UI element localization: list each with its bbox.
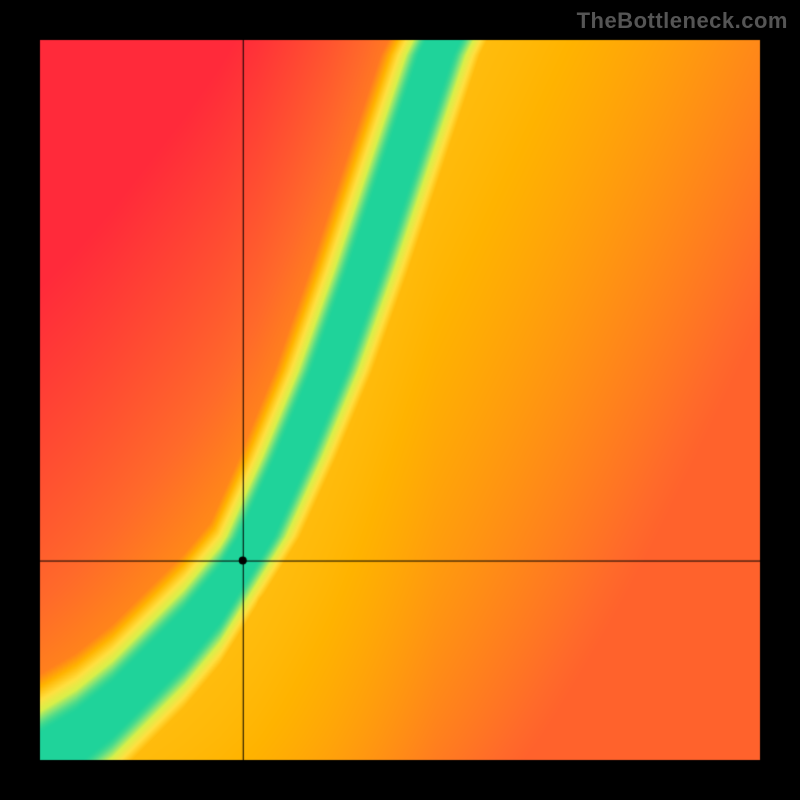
watermark-text: TheBottleneck.com xyxy=(577,8,788,34)
bottleneck-heatmap-canvas xyxy=(0,0,800,800)
chart-container: TheBottleneck.com xyxy=(0,0,800,800)
